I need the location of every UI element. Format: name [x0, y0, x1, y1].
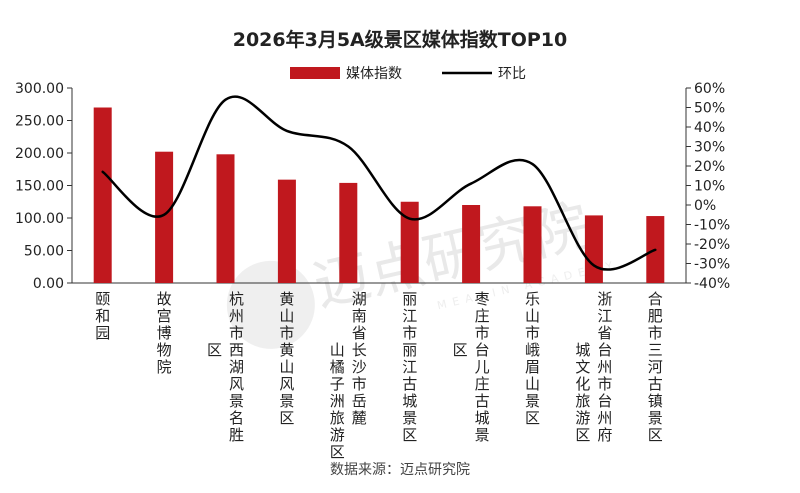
- bar: [339, 182, 358, 283]
- category-label: 故宫博物院: [157, 290, 172, 376]
- y-left-tick-label: 300.00: [15, 81, 64, 97]
- category-label: 城文化旅游区: [575, 341, 590, 444]
- category-label: 丽江市丽江古城景区: [402, 290, 417, 444]
- y-left-tick-label: 200.00: [15, 146, 64, 162]
- category-label: 区: [207, 341, 222, 359]
- category-label: 枣庄市台儿庄古城景: [475, 290, 490, 444]
- y-right-tick-label: -30%: [694, 257, 730, 273]
- legend-label-line: 环比: [498, 66, 526, 82]
- bar: [216, 154, 235, 283]
- bar: [584, 215, 603, 283]
- bar: [523, 206, 542, 283]
- y-left-tick-label: 100.00: [15, 211, 64, 227]
- y-axis-right-ticks: -40% -30% -20% -10% 0% 10% 20% 30% 40% 50% 60%: [686, 81, 730, 292]
- bar: [462, 205, 481, 283]
- y-right-tick-label: 10%: [694, 179, 725, 195]
- category-label: 黄山市黄山风景区: [279, 290, 294, 427]
- y-axis-left-ticks: 0.00 50.00 100.00 150.00 200.00 250.00 300.00: [15, 81, 72, 292]
- category-label: 区: [453, 341, 468, 359]
- bar: [93, 107, 112, 283]
- bar: [277, 179, 296, 283]
- category-label: 颐和园: [95, 290, 110, 342]
- legend-label-bars: 媒体指数: [346, 66, 402, 82]
- source-note: 数据来源：迈点研究院: [330, 462, 470, 478]
- line-series: [101, 95, 657, 271]
- category-labels: 颐和园故宫博物院杭州市西湖风景名胜区黄山市黄山风景区湖南省长沙市岳麓山橘子洲旅游…: [95, 290, 663, 461]
- y-right-tick-label: 30%: [694, 140, 725, 156]
- y-right-tick-label: -10%: [694, 218, 730, 234]
- category-label: 山橘子洲旅游区: [330, 341, 345, 461]
- y-left-tick-label: 50.00: [24, 244, 64, 260]
- y-left-tick-label: 150.00: [15, 179, 64, 195]
- bar: [400, 201, 419, 283]
- y-right-tick-label: 60%: [694, 81, 725, 97]
- legend-bar-swatch: [290, 67, 340, 79]
- y-right-tick-label: -20%: [694, 237, 730, 253]
- legend: 媒体指数 环比: [290, 66, 526, 82]
- category-label: 乐山市峨眉山景区: [525, 290, 540, 427]
- category-label: 合肥市三河古镇景区: [648, 290, 663, 444]
- bar: [155, 151, 174, 283]
- y-left-tick-label: 0.00: [33, 276, 64, 292]
- y-right-tick-label: 40%: [694, 120, 725, 136]
- category-label: 湖南省长沙市岳麓: [352, 290, 367, 427]
- y-right-tick-label: 20%: [694, 159, 725, 175]
- chart-title: 2026年3月5A级景区媒体指数TOP10: [233, 28, 568, 51]
- y-right-tick-label: 50%: [694, 101, 725, 117]
- y-right-tick-label: -40%: [694, 276, 730, 292]
- y-left-tick-label: 250.00: [15, 114, 64, 130]
- category-label: 杭州市西湖风景名胜: [229, 290, 244, 444]
- category-label: 浙江省台州市台州府: [597, 290, 612, 444]
- y-right-tick-label: 0%: [694, 198, 716, 214]
